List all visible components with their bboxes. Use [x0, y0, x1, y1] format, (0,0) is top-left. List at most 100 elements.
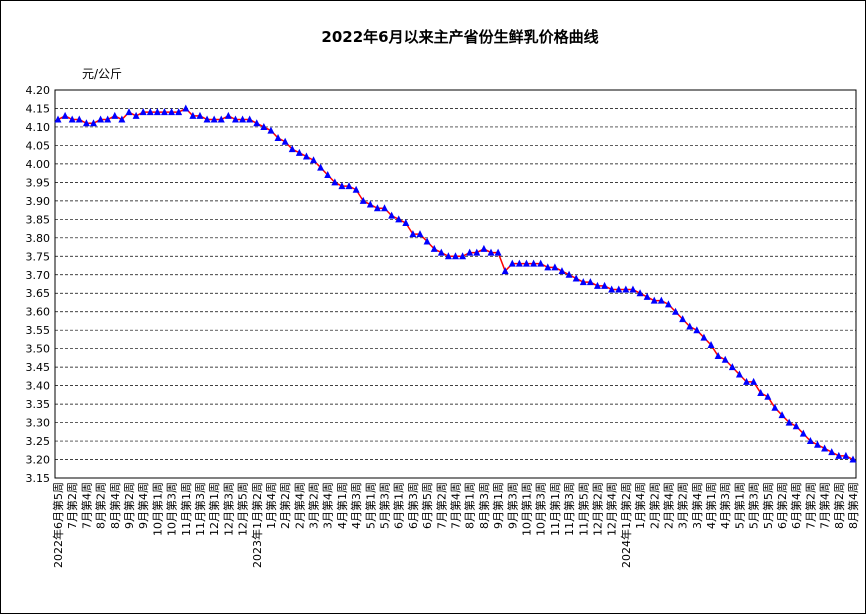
point-marker [743, 377, 751, 385]
point-marker [672, 307, 680, 315]
point-marker [750, 377, 758, 385]
point-marker [381, 204, 389, 212]
x-tick-label: 5月第1周 [732, 482, 746, 529]
point-marker [224, 111, 232, 119]
point-marker [310, 156, 318, 164]
x-tick-label: 10月第1周 [150, 482, 164, 536]
point-marker [168, 108, 176, 116]
x-tick-label: 12月第3周 [221, 482, 235, 536]
point-marker [459, 252, 467, 260]
point-marker [373, 204, 381, 212]
point-marker [615, 285, 623, 293]
point-marker [544, 263, 552, 271]
x-tick-label: 3月第4周 [321, 482, 335, 529]
x-tick-label: 7月第4周 [79, 482, 93, 529]
point-marker [466, 248, 474, 256]
x-tick-label: 11月第5周 [576, 482, 590, 536]
x-tick-label: 1月第4周 [264, 482, 278, 529]
point-marker [821, 444, 829, 452]
point-marker [146, 108, 154, 116]
point-marker [388, 211, 396, 219]
point-marker [679, 315, 687, 323]
point-marker [111, 111, 119, 119]
point-marker [302, 152, 310, 160]
point-marker [366, 200, 374, 208]
x-tick-label: 2023年1月第2周 [250, 482, 264, 568]
y-tick-label: 3.70 [26, 269, 51, 282]
y-tick-label: 4.10 [26, 121, 51, 134]
point-marker [452, 252, 459, 260]
y-tick-label: 3.15 [26, 472, 51, 485]
point-marker [82, 119, 90, 127]
y-tick-label: 3.50 [26, 343, 51, 356]
point-marker [806, 437, 814, 445]
y-tick-label: 3.60 [26, 306, 51, 319]
point-marker [444, 252, 452, 260]
x-tick-label: 5月第1周 [363, 482, 377, 529]
y-tick-label: 3.55 [26, 324, 51, 337]
point-marker [274, 134, 282, 142]
point-marker [338, 182, 346, 190]
plot-frame [54, 89, 857, 479]
point-marker [601, 281, 609, 289]
point-marker [210, 115, 218, 123]
point-marker [558, 267, 566, 275]
point-marker [132, 111, 140, 119]
point-marker [664, 300, 672, 308]
y-axis-label: 元/公斤 [82, 67, 122, 81]
point-marker [97, 115, 105, 123]
point-marker [721, 355, 729, 363]
x-tick-label: 5月第5周 [761, 482, 775, 529]
y-tick-label: 3.25 [26, 435, 51, 448]
point-marker [139, 108, 147, 116]
point-marker [68, 115, 76, 123]
x-tick-label: 7月第2周 [803, 482, 817, 529]
point-marker [182, 104, 190, 112]
point-marker [530, 259, 538, 267]
x-tick-label: 7月第4周 [818, 482, 832, 529]
x-tick-label: 12月第5周 [236, 482, 250, 536]
point-marker [281, 137, 289, 145]
point-marker [409, 230, 417, 238]
x-tick-label: 2022年6月第5周 [51, 482, 65, 568]
point-marker [480, 244, 488, 252]
x-tick-label: 1月第4周 [633, 482, 647, 529]
x-tick-label: 9月第3周 [505, 482, 519, 529]
point-marker [253, 119, 261, 127]
point-marker [657, 296, 665, 304]
x-tick-label: 7月第2周 [434, 482, 448, 529]
point-marker [778, 411, 786, 419]
point-marker [792, 422, 800, 430]
point-marker [331, 178, 339, 186]
x-tick-label: 2024年1月第2周 [619, 482, 633, 568]
point-marker [75, 115, 83, 123]
point-marker [700, 333, 708, 341]
x-tick-label: 8月第2周 [94, 482, 108, 529]
x-tick-label: 8月第3周 [477, 482, 491, 529]
point-marker [714, 352, 722, 360]
x-tick-label: 11月第3周 [193, 482, 207, 536]
point-marker [196, 111, 204, 119]
point-marker [636, 289, 644, 297]
point-marker [217, 115, 225, 123]
point-marker [189, 111, 197, 119]
point-marker [402, 219, 410, 227]
point-marker [828, 448, 836, 456]
point-marker [288, 145, 296, 153]
x-tick-label: 4月第1周 [704, 482, 718, 529]
point-marker [125, 108, 133, 116]
x-tick-label: 9月第1周 [491, 482, 505, 529]
x-tick-label: 2月第4周 [661, 482, 675, 529]
point-marker [118, 115, 126, 123]
point-marker [849, 455, 857, 463]
x-tick-label: 12月第4周 [605, 482, 619, 536]
chart-title: 2022年6月以来主产省份生鲜乳价格曲线 [321, 28, 598, 46]
point-marker [608, 285, 616, 293]
point-marker [395, 215, 403, 223]
y-tick-label: 3.95 [26, 176, 51, 189]
point-marker [565, 270, 573, 278]
point-marker [579, 278, 587, 286]
point-marker [501, 267, 509, 275]
